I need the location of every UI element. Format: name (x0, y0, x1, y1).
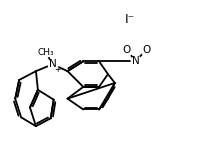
Text: I⁻: I⁻ (125, 13, 135, 26)
Text: N: N (132, 56, 139, 66)
Text: O: O (142, 45, 151, 55)
Text: N: N (49, 59, 57, 69)
Text: +: + (54, 65, 61, 74)
Text: CH₃: CH₃ (37, 48, 54, 57)
Text: O: O (123, 45, 131, 55)
